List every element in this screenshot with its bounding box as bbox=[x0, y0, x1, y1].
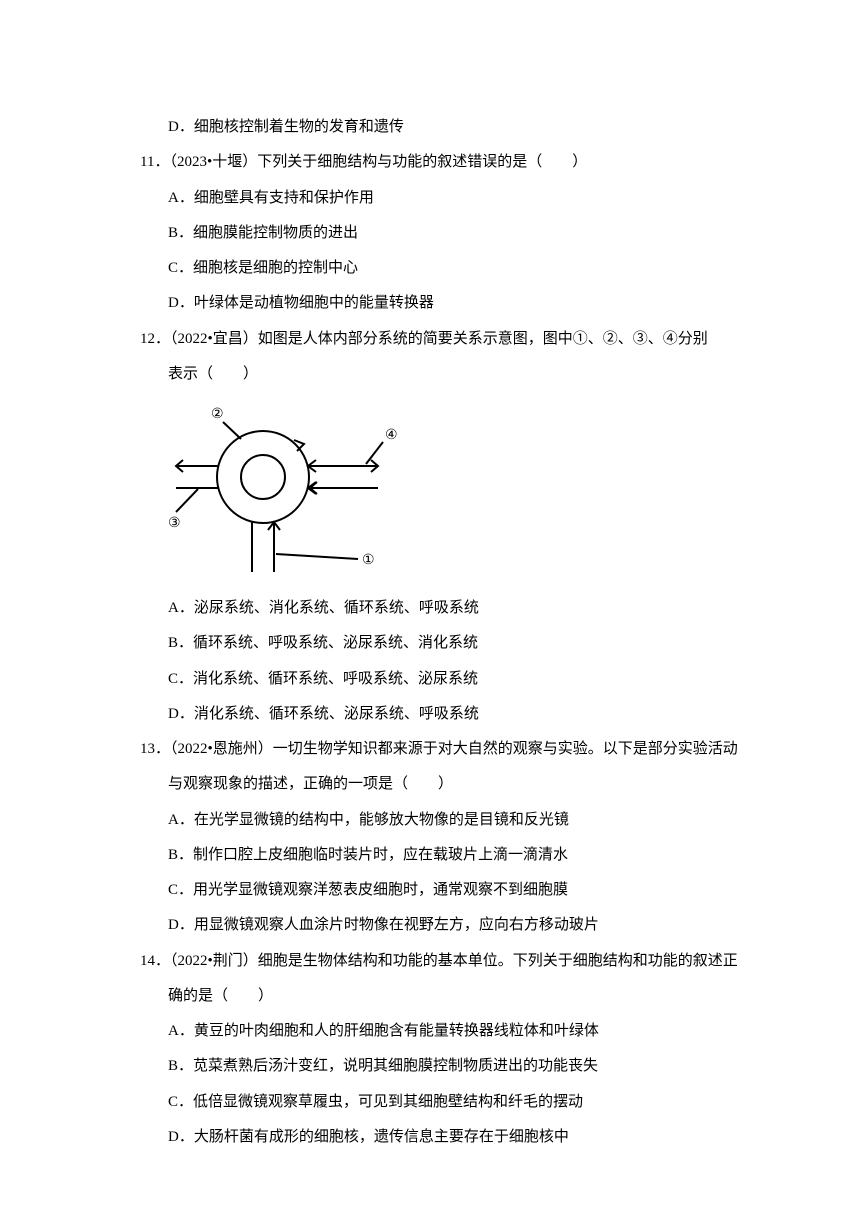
q12-option-d: D．消化系统、循环系统、泌尿系统、呼吸系统 bbox=[140, 697, 742, 732]
q11-option-a: A．细胞壁具有支持和保护作用 bbox=[140, 181, 742, 216]
q12-diagram: ② ③ ④ ① bbox=[140, 392, 742, 591]
q13-option-a: A．在光学显微镜的结构中，能够放大物像的是目镜和反光镜 bbox=[140, 803, 742, 838]
q14-stem-line1: 14．（2022•荆门）细胞是生物体结构和功能的基本单位。下列关于细胞结构和功能… bbox=[140, 944, 742, 979]
q11-option-c: C．细胞核是细胞的控制中心 bbox=[140, 251, 742, 286]
q14-option-d: D．大肠杆菌有成形的细胞核，遗传信息主要存在于细胞核中 bbox=[140, 1120, 742, 1155]
q12-option-b: B．循环系统、呼吸系统、泌尿系统、消化系统 bbox=[140, 626, 742, 661]
q14-option-c: C．低倍显微镜观察草履虫，可见到其细胞壁结构和纤毛的摆动 bbox=[140, 1085, 742, 1120]
q12-option-c: C．消化系统、循环系统、呼吸系统、泌尿系统 bbox=[140, 662, 742, 697]
q14-option-a: A．黄豆的叶肉细胞和人的肝细胞含有能量转换器线粒体和叶绿体 bbox=[140, 1014, 742, 1049]
q10-option-d: D．细胞核控制着生物的发育和遗传 bbox=[140, 110, 742, 145]
q12-stem-line1: 12．（2022•宜昌）如图是人体内部分系统的简要关系示意图，图中①、②、③、④… bbox=[140, 322, 742, 357]
q11-option-b: B．细胞膜能控制物质的进出 bbox=[140, 216, 742, 251]
diagram-label-4: ④ bbox=[385, 428, 398, 443]
q13-stem-line1: 13．（2022•恩施州）一切生物学知识都来源于对大自然的观察与实验。以下是部分… bbox=[140, 732, 742, 767]
q11-stem: 11．（2023•十堰）下列关于细胞结构与功能的叙述错误的是（ ） bbox=[140, 145, 742, 180]
q12-stem-line2: 表示（ ） bbox=[140, 357, 742, 392]
q12-option-a: A．泌尿系统、消化系统、循环系统、呼吸系统 bbox=[140, 591, 742, 626]
q13-stem-line2: 与观察现象的描述，正确的一项是（ ） bbox=[140, 767, 742, 802]
diagram-label-2: ② bbox=[211, 407, 224, 422]
q14-option-b: B．苋菜煮熟后汤汁变红，说明其细胞膜控制物质进出的功能丧失 bbox=[140, 1049, 742, 1084]
q13-option-b: B．制作口腔上皮细胞临时装片时，应在载玻片上滴一滴清水 bbox=[140, 838, 742, 873]
q11-option-d: D．叶绿体是动植物细胞中的能量转换器 bbox=[140, 286, 742, 321]
q14-stem-line2: 确的是（ ） bbox=[140, 979, 742, 1014]
q13-option-d: D．用显微镜观察人血涂片时物像在视野左方，应向右方移动玻片 bbox=[140, 908, 742, 943]
diagram-label-3: ③ bbox=[168, 516, 181, 531]
diagram-label-1: ① bbox=[362, 553, 375, 568]
q13-option-c: C．用光学显微镜观察洋葱表皮细胞时，通常观察不到细胞膜 bbox=[140, 873, 742, 908]
